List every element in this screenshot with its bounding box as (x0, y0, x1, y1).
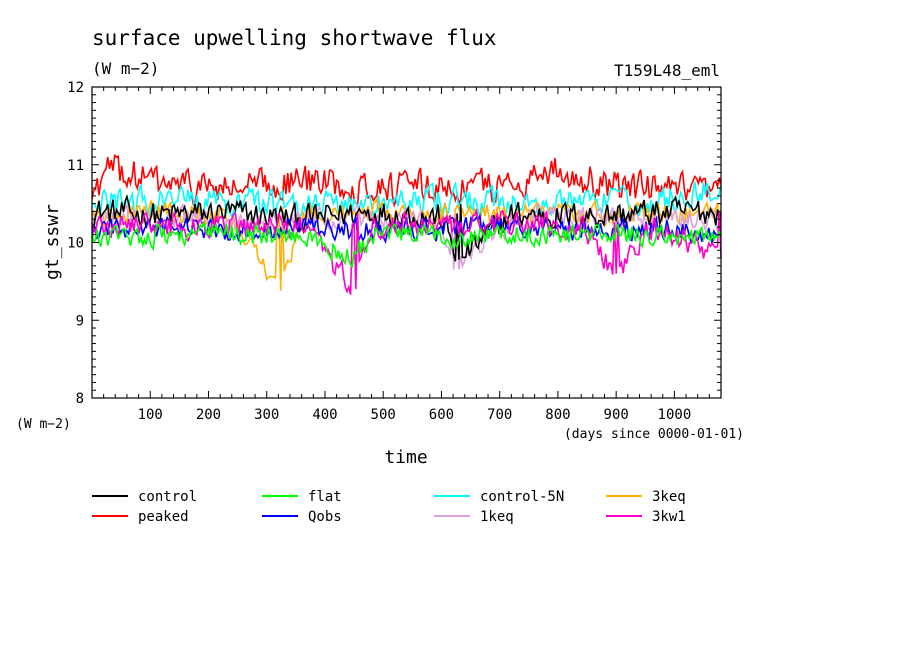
x-tick-label: 400 (312, 407, 337, 423)
y-tick-label: 10 (67, 236, 84, 252)
x-tick-label: 800 (545, 407, 570, 423)
ticks-layer: 100 200 300 400 500 600 700 800 900 1000 8 9 10 11 12 (67, 80, 721, 423)
run-label: T159L48_eml (614, 61, 720, 80)
x-tick-label: 300 (254, 407, 279, 423)
title-units: (W m−2) (92, 59, 159, 78)
legend-label: 3keq (652, 489, 686, 505)
x-tick-label: 500 (371, 407, 396, 423)
y-tick-label: 11 (67, 158, 84, 174)
legend: control peaked flat Qobs control-5N 1keq 3keq 3… (92, 489, 686, 525)
y-axis-label: gt_sswr (42, 204, 63, 280)
legend-label: flat (308, 489, 342, 505)
y-tick-label: 12 (67, 80, 84, 96)
x-axis-label: time (384, 447, 427, 468)
y-axis-units: (W m−2) (16, 417, 71, 432)
legend-label: 3kw1 (652, 509, 686, 525)
chart-title: surface upwelling shortwave flux (92, 26, 497, 50)
x-tick-label: 700 (487, 407, 512, 423)
x-tick-label: 1000 (658, 407, 692, 423)
plot-frame (91, 86, 722, 399)
legend-label: peaked (138, 509, 189, 525)
series-line-control (91, 194, 722, 262)
series-line-flat (91, 219, 722, 270)
legend-label: control-5N (480, 489, 564, 505)
series-line-3kw1 (91, 207, 722, 295)
x-tick-label: 200 (196, 407, 221, 423)
y-tick-label: 8 (76, 391, 84, 407)
legend-label: 1keq (480, 509, 514, 525)
y-tick-label: 9 (76, 313, 84, 329)
legend-label: control (138, 489, 197, 505)
x-tick-label: 100 (138, 407, 163, 423)
x-tick-label: 900 (604, 407, 629, 423)
legend-label: Qobs (308, 509, 342, 525)
series-layer (91, 153, 722, 295)
x-tick-label: 600 (429, 407, 454, 423)
x-axis-units: (days since 0000-01-01) (564, 427, 744, 442)
series-line-peaked (91, 153, 722, 208)
